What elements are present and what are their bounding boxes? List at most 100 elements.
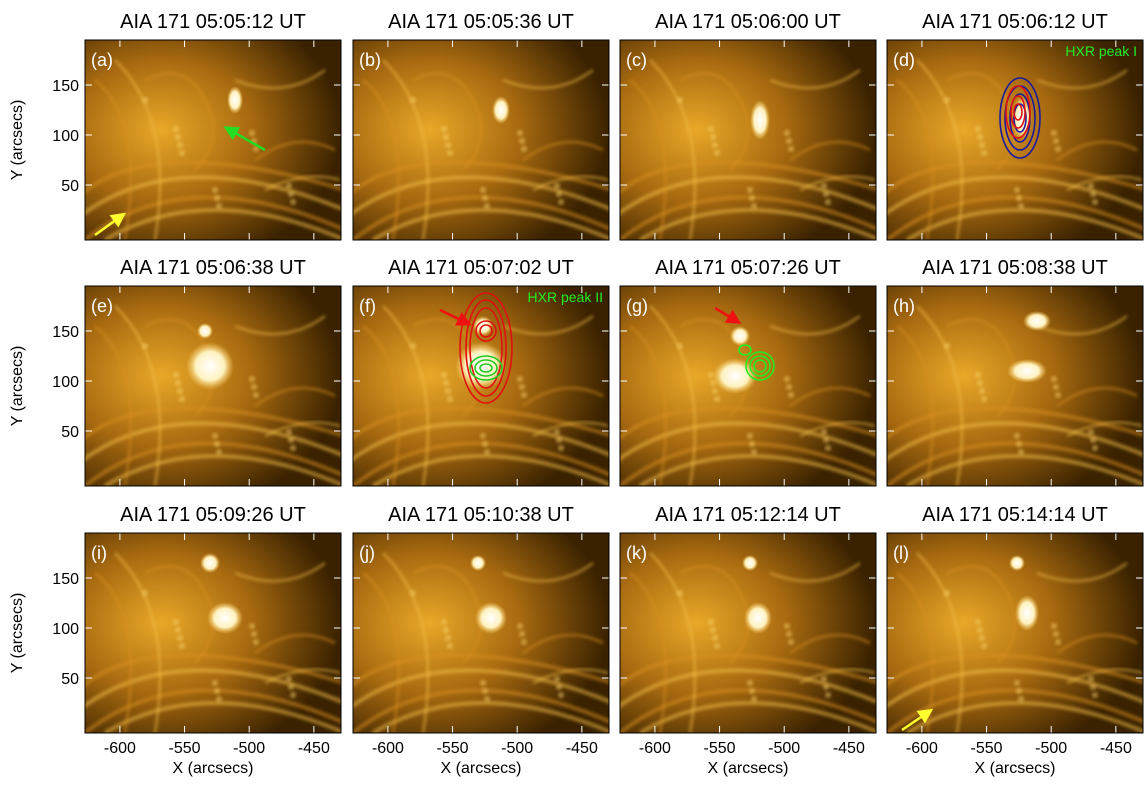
bright-point xyxy=(290,445,296,451)
flare-kernel xyxy=(475,602,507,634)
bright-point xyxy=(521,392,527,398)
image-panel: (b) xyxy=(343,40,613,240)
bright-point xyxy=(751,203,757,209)
bright-point xyxy=(710,134,716,140)
bright-point xyxy=(445,388,451,394)
bright-point xyxy=(1016,688,1022,694)
bright-point xyxy=(445,635,451,641)
bright-point xyxy=(1092,445,1098,451)
bright-point xyxy=(212,680,218,686)
bright-point xyxy=(288,191,294,197)
image-panel: (j) xyxy=(343,533,613,733)
bright-point xyxy=(480,680,486,686)
bright-point xyxy=(173,126,179,132)
bright-point xyxy=(519,138,525,144)
bright-point xyxy=(142,343,148,349)
bright-point xyxy=(253,639,259,645)
bright-point xyxy=(1090,437,1096,443)
flare-kernel xyxy=(750,100,770,140)
bright-point xyxy=(286,676,292,682)
bright-point xyxy=(173,619,179,625)
bright-point xyxy=(677,590,683,596)
x-tick-label: -550 xyxy=(971,740,1003,757)
flare-kernel xyxy=(1015,595,1039,631)
bright-point xyxy=(484,203,490,209)
bright-point xyxy=(1018,203,1024,209)
bright-point xyxy=(784,376,790,382)
bright-point xyxy=(1018,449,1024,455)
bright-point xyxy=(825,445,831,451)
x-tick-label: -450 xyxy=(298,740,330,757)
bright-point xyxy=(517,376,523,382)
bright-point xyxy=(747,680,753,686)
image-panel: (i) xyxy=(75,533,345,733)
bright-point xyxy=(482,688,488,694)
x-tick-label: -450 xyxy=(833,740,865,757)
bright-point xyxy=(708,619,714,625)
bright-point xyxy=(975,619,981,625)
bright-point xyxy=(677,343,683,349)
bright-point xyxy=(558,199,564,205)
bright-point xyxy=(482,195,488,201)
panel-label: (g) xyxy=(626,296,648,316)
bright-point xyxy=(975,372,981,378)
panel-title: AIA 171 05:05:12 UT xyxy=(120,11,306,33)
x-axis-label: X (arcsecs) xyxy=(173,760,254,777)
bright-point xyxy=(447,396,453,402)
bright-point xyxy=(558,692,564,698)
bright-point xyxy=(944,590,950,596)
bright-point xyxy=(747,187,753,193)
flare-kernel xyxy=(730,326,750,346)
x-axis-label: X (arcsecs) xyxy=(975,760,1056,777)
y-tick-label: 150 xyxy=(52,324,79,341)
y-tick-label: 50 xyxy=(61,424,79,441)
bright-point xyxy=(216,696,222,702)
image-panel: (c) xyxy=(610,40,880,240)
bright-point xyxy=(173,372,179,378)
bright-point xyxy=(480,187,486,193)
x-tick-label: -600 xyxy=(372,740,404,757)
bright-point xyxy=(944,343,950,349)
bright-point xyxy=(214,688,220,694)
flare-kernel xyxy=(197,323,213,339)
x-tick-label: -550 xyxy=(437,740,469,757)
bright-point xyxy=(482,441,488,447)
bright-point xyxy=(784,130,790,136)
bright-point xyxy=(517,623,523,629)
bright-point xyxy=(1016,441,1022,447)
annotation: HXR peak I xyxy=(1065,43,1137,59)
image-panel: (d)HXR peak I xyxy=(877,40,1145,240)
panel-title: AIA 171 05:09:26 UT xyxy=(120,504,306,526)
bright-point xyxy=(712,142,718,148)
bright-point xyxy=(677,97,683,103)
bright-point xyxy=(1092,692,1098,698)
bright-point xyxy=(554,183,560,189)
flare-kernel xyxy=(1023,311,1051,331)
x-axis-label: X (arcsecs) xyxy=(441,760,522,777)
panel-label: (h) xyxy=(893,296,915,316)
bright-point xyxy=(212,187,218,193)
bright-point xyxy=(710,627,716,633)
bright-point xyxy=(480,433,486,439)
bright-point xyxy=(944,97,950,103)
bright-point xyxy=(979,142,985,148)
bright-point xyxy=(216,449,222,455)
bright-point xyxy=(1055,639,1061,645)
bright-point xyxy=(714,150,720,156)
panel-label: (j) xyxy=(359,543,375,563)
flare-kernel xyxy=(207,602,243,634)
bright-point xyxy=(979,635,985,641)
y-axis-label: Y (arcsecs) xyxy=(9,100,26,181)
bright-point xyxy=(175,380,181,386)
bright-point xyxy=(977,134,983,140)
panel-title: AIA 171 05:06:38 UT xyxy=(120,257,306,279)
bright-point xyxy=(177,388,183,394)
x-tick-label: -500 xyxy=(768,740,800,757)
bright-point xyxy=(1053,631,1059,637)
y-tick-label: 150 xyxy=(52,78,79,95)
bright-point xyxy=(288,684,294,690)
bright-point xyxy=(175,134,181,140)
image-panel: (e) xyxy=(75,286,345,486)
bright-point xyxy=(554,676,560,682)
bright-point xyxy=(142,590,148,596)
